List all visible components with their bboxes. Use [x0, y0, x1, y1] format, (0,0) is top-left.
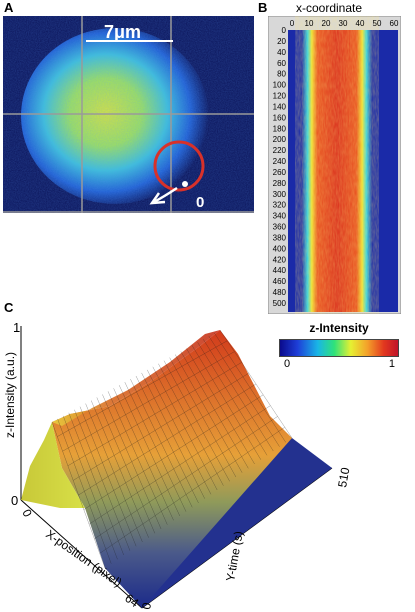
z-axis-max-label: 1: [13, 320, 20, 335]
kymograph-y-tick: 300: [273, 190, 287, 199]
x-axis: [20, 499, 143, 609]
kymograph-x-tick: 50: [373, 19, 382, 28]
kymograph-y-tick: 240: [273, 157, 287, 166]
kymograph-y-tick: 340: [273, 212, 287, 221]
kymograph-y-tick: 460: [273, 277, 287, 286]
kymograph-y-tick: 420: [273, 255, 287, 264]
surface-mesh-line: [67, 362, 242, 466]
kymograph-title: x-coordinate: [296, 1, 363, 15]
surface-mesh-line: [94, 416, 278, 539]
kymograph-y-tick: 40: [277, 48, 286, 57]
origin-dot: [182, 181, 188, 187]
kymograph-y-tick: 480: [273, 288, 287, 297]
origin-label: 0: [196, 194, 204, 211]
z-axis-min-label: 0: [11, 493, 18, 508]
kymograph-y-tick: 60: [277, 59, 286, 68]
z-axis-title: z-Intensity (a.u.): [3, 352, 17, 438]
origin-arrow: [153, 186, 178, 204]
kymograph-y-tick: 20: [277, 37, 286, 46]
roi-circle: [153, 140, 205, 192]
kymograph-x-tick: 30: [339, 19, 348, 28]
kymograph-y-tick: 140: [273, 102, 287, 111]
colorbar-gradient: [279, 339, 399, 357]
kymograph: 0 10 20 30 40 50 60 0 20 40 60 80 100 120 140 160 180 20…: [267, 15, 402, 315]
kymograph-y-tick: 160: [273, 113, 287, 122]
kymograph-y-tick: 400: [273, 244, 287, 253]
kymograph-y-tick: 380: [273, 233, 287, 242]
fluorescence-image: 7μm 0: [3, 16, 254, 213]
colorbar-title: z-Intensity: [309, 321, 369, 335]
kymograph-x-tick: 0: [290, 19, 295, 28]
scale-label: 7μm: [104, 22, 141, 42]
surface-mesh-line: [99, 427, 285, 554]
kymograph-y-tick: 200: [273, 135, 287, 144]
kymograph-y-tick: 500: [273, 299, 287, 308]
colorbar: z-Intensity 0 1: [279, 321, 399, 371]
surface-mesh-line: [73, 373, 249, 481]
surface-mesh-line: [62, 351, 235, 452]
colorbar-max-label: 1: [388, 358, 395, 370]
surface-mesh-line: [57, 340, 228, 437]
y-axis-start-label: 0: [139, 601, 154, 610]
kymograph-x-tick: 20: [322, 19, 331, 28]
kymograph-y-tick: 80: [277, 70, 286, 79]
kymograph-y-tick: 120: [273, 92, 287, 101]
kymograph-y-tick: 220: [273, 146, 287, 155]
surface-mesh-line: [83, 394, 264, 510]
kymograph-x-tick: 10: [305, 19, 314, 28]
kymograph-y-tick: 440: [273, 266, 287, 275]
panel-b-label: B: [258, 0, 268, 15]
x-axis-start-label: 0: [19, 507, 35, 520]
kymograph-y-tick: 280: [273, 179, 287, 188]
kymograph-y-tick: 100: [273, 81, 287, 90]
kymograph-y-tick: 180: [273, 124, 287, 133]
panel-a-label: A: [4, 0, 14, 15]
y-axis-end-label: 510: [335, 466, 352, 488]
kymograph-y-tick: 0: [282, 26, 287, 35]
kymograph-y-tick: 260: [273, 168, 287, 177]
kymograph-y-tick: 320: [273, 201, 287, 210]
kymograph-x-tick: 40: [356, 19, 365, 28]
colorbar-min-label: 0: [284, 358, 291, 370]
kymograph-x-tick: 60: [390, 19, 399, 28]
kymograph-y-tick: 360: [273, 223, 287, 232]
surface-mesh-line: [78, 383, 257, 496]
surface-mesh-line: [88, 405, 271, 525]
panel-c-label: C: [4, 300, 14, 315]
surface-plot: 1 0 z-Intensity (a.u.) 0 X-position (pix…: [3, 320, 352, 611]
